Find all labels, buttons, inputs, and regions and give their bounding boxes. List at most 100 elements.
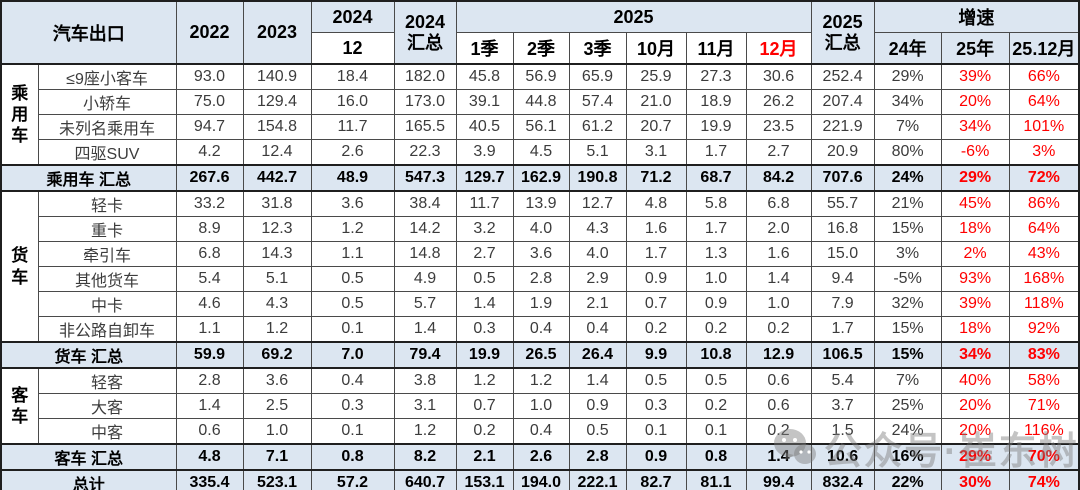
value-cell: 0.7 — [625, 291, 687, 317]
value-cell: 2.6 — [310, 139, 395, 166]
value-cell: 82.7 — [625, 469, 687, 490]
value-cell: 71% — [1008, 393, 1080, 419]
table-row: 小轿车 75.0 129.4 16.0 173.0 39.1 44.8 57.4 21.0 18.… — [1, 89, 1080, 115]
value-cell: 1.0 — [685, 266, 747, 292]
row-label: 未列名乘用车 — [37, 114, 177, 140]
value-cell: 20% — [940, 89, 1010, 115]
value-cell: 81.1 — [685, 469, 747, 490]
value-cell: 4.8 — [625, 190, 687, 217]
table-row: 客 车轻客 2.8 3.6 0.4 3.8 1.2 1.2 1.4 0.5 0.5 0.6 5.4 7%… — [0, 367, 1080, 445]
row-group-label: 乘 用 车 — [0, 63, 39, 166]
value-cell: 15% — [873, 316, 942, 343]
header-row-2: 12 1季 2季 3季 10月 11月 12月 24年 25年 25.12月 — [1, 32, 1080, 65]
value-cell: 129.4 — [242, 89, 312, 115]
value-cell: 22.3 — [393, 139, 457, 166]
value-cell: 34% — [940, 114, 1010, 140]
value-cell: 66% — [1008, 63, 1080, 90]
value-cell: 29% — [873, 63, 942, 90]
value-cell: 39.1 — [455, 89, 514, 115]
value-cell: 16.8 — [810, 216, 875, 242]
value-cell: 7% — [873, 114, 942, 140]
value-cell: 1.2 — [455, 367, 514, 394]
col-header-2025-total: 2025 汇总 — [810, 0, 875, 65]
value-cell: 4.0 — [568, 241, 627, 267]
table-row: 未列名乘用车 94.7 154.8 11.7 165.5 40.5 56.1 61.2 20.7… — [1, 114, 1080, 140]
value-cell: 1.2 — [310, 216, 395, 242]
value-cell: 72% — [1008, 164, 1080, 192]
value-cell: 10.8 — [685, 341, 747, 369]
value-cell: 2.8 — [175, 367, 244, 394]
value-cell: 0.1 — [310, 418, 395, 445]
table-row: 乘 用 车 ≤9座小客车 93.0 140.9 18.4 182.0 45.8 56.9 65.… — [0, 63, 1080, 166]
col-header-2024: 2024 — [310, 0, 395, 33]
value-cell: 25.9 — [625, 63, 687, 90]
value-cell: 9.4 — [810, 266, 875, 292]
row-label: 轻客 — [37, 367, 177, 394]
summary-row: 乘用车 汇总 267.6 442.7 48.9 547.3 129.7 162.9 190.8… — [0, 164, 1080, 192]
value-cell: 14.8 — [393, 241, 457, 267]
value-cell: 252.4 — [810, 63, 875, 90]
value-cell: 39% — [940, 291, 1010, 317]
value-cell: 18.4 — [310, 63, 395, 90]
value-cell: 832.4 — [810, 469, 875, 490]
value-cell: 2.7 — [455, 241, 514, 267]
row-label: 货车 汇总 — [0, 341, 177, 369]
value-cell: 0.4 — [512, 316, 570, 343]
value-cell: 0.2 — [685, 316, 747, 343]
value-cell: 4.6 — [175, 291, 244, 317]
value-cell: 65.9 — [568, 63, 627, 90]
value-cell: 222.1 — [568, 469, 627, 490]
value-cell: 101% — [1008, 114, 1080, 140]
value-cell: 32% — [873, 291, 942, 317]
value-cell: 0.9 — [625, 443, 687, 471]
col-header-q1: 1季 — [455, 32, 514, 65]
value-cell: 5.4 — [810, 367, 875, 394]
value-cell: 194.0 — [512, 469, 570, 490]
col-header-2024-total: 2024 汇总 — [393, 0, 457, 65]
value-cell: 59.9 — [175, 341, 244, 369]
value-cell: 57.2 — [310, 469, 395, 490]
value-cell: 56.1 — [512, 114, 570, 140]
value-cell: 182.0 — [393, 63, 457, 90]
value-cell: 1.1 — [310, 241, 395, 267]
value-cell: 1.9 — [512, 291, 570, 317]
value-cell: 20% — [940, 393, 1010, 419]
table-row: 重卡 8.9 12.3 1.2 14.2 3.2 4.0 4.3 1.6 1.7 2.0 16.8 15… — [1, 216, 1080, 242]
value-cell: 0.4 — [310, 367, 395, 394]
summary-row: 货车 汇总 59.9 69.2 7.0 79.4 19.9 26.5 26.4 9.9 10.8 1… — [0, 341, 1080, 369]
row-label: 中客 — [37, 418, 177, 445]
value-cell: 18% — [940, 316, 1010, 343]
col-header-growth-2512: 25.12月 — [1008, 32, 1080, 65]
value-cell: 1.4 — [745, 443, 812, 471]
value-cell: 15% — [873, 216, 942, 242]
value-cell: 2.0 — [745, 216, 812, 242]
value-cell: 0.6 — [745, 393, 812, 419]
value-cell: 15.0 — [810, 241, 875, 267]
row-label: 牵引车 — [37, 241, 177, 267]
value-cell: 0.9 — [625, 266, 687, 292]
value-cell: 0.5 — [685, 367, 747, 394]
value-cell: 19.9 — [685, 114, 747, 140]
value-cell: 4.8 — [175, 443, 244, 471]
value-cell: 1.4 — [393, 316, 457, 343]
value-cell: 0.3 — [455, 316, 514, 343]
value-cell: 2.7 — [745, 139, 812, 166]
value-cell: 84.2 — [745, 164, 812, 192]
value-cell: 21% — [873, 190, 942, 217]
value-cell: 22% — [873, 469, 942, 490]
value-cell: 99.4 — [745, 469, 812, 490]
value-cell: 24% — [873, 164, 942, 192]
value-cell: 34% — [873, 89, 942, 115]
table-row: 其他货车 5.4 5.1 0.5 4.9 0.5 2.8 2.9 0.9 1.0 1.4 9.4 -5%… — [1, 266, 1080, 292]
value-cell: 3.6 — [242, 367, 312, 394]
value-cell: 2.1 — [455, 443, 514, 471]
value-cell: 2.8 — [512, 266, 570, 292]
col-header-growth-24: 24年 — [873, 32, 942, 65]
value-cell: 190.8 — [568, 164, 627, 192]
value-cell: 11.7 — [455, 190, 514, 217]
value-cell: 48.9 — [310, 164, 395, 192]
value-cell: 69.2 — [242, 341, 312, 369]
value-cell: 207.4 — [810, 89, 875, 115]
value-cell: 83% — [1008, 341, 1080, 369]
row-label: ≤9座小客车 — [37, 63, 177, 90]
